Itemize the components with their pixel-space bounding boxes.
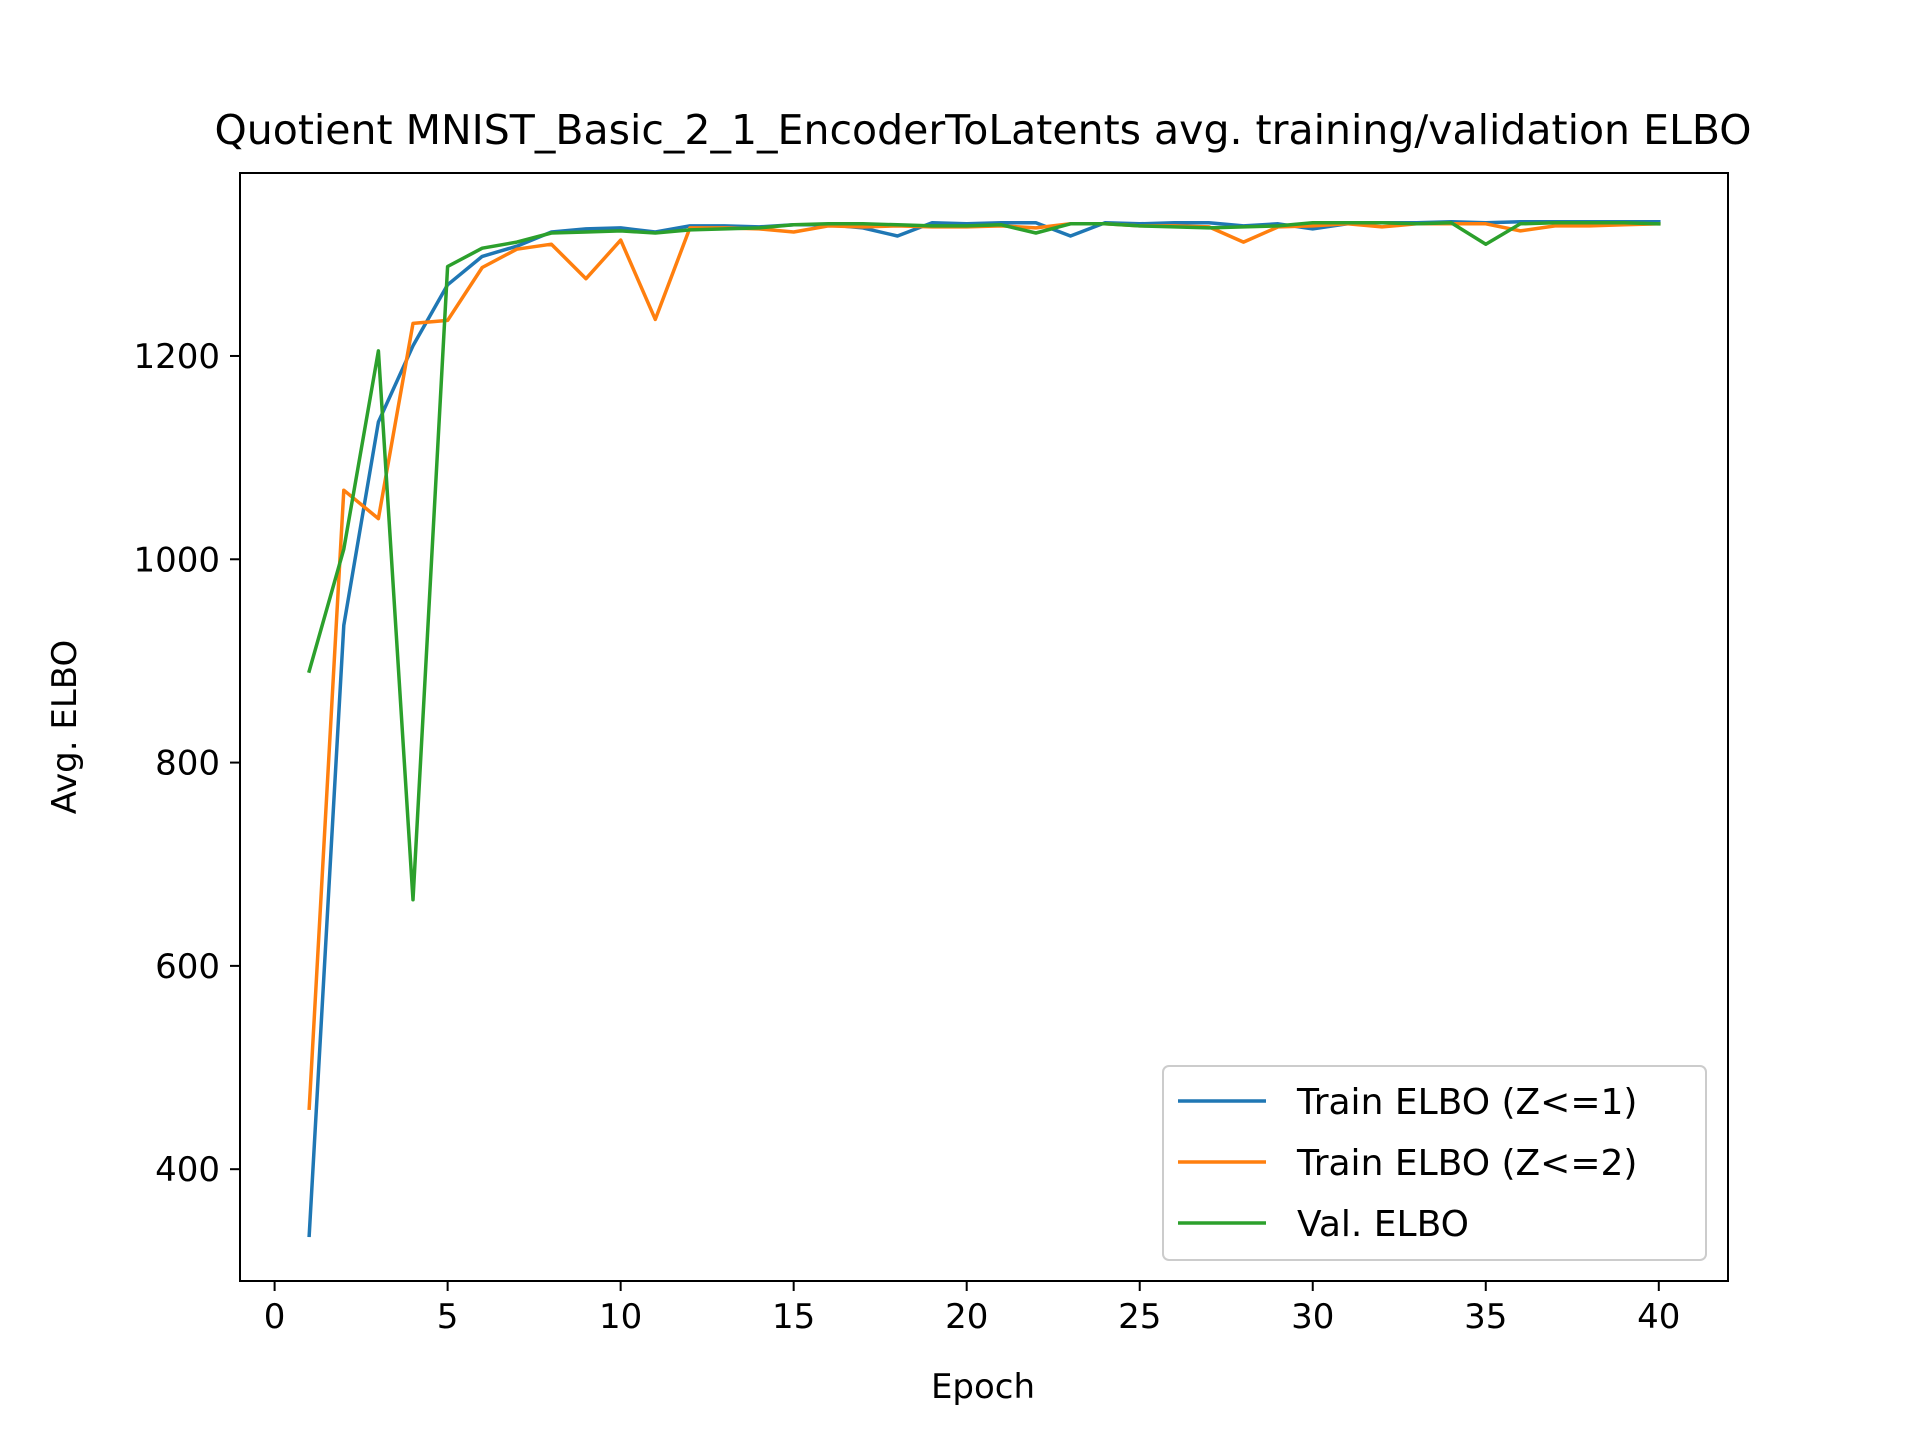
legend-frame: [1162, 1065, 1707, 1261]
legend-label-3: Val. ELBO: [1297, 1204, 1469, 1245]
x-tick-label: 0: [264, 1297, 286, 1337]
legend-items: Train ELBO (Z<=1) Train ELBO (Z<=2) Val. E…: [1178, 1082, 1637, 1245]
y-axis-label: Avg. ELBO: [45, 640, 85, 815]
y-axis-ticks: 400 600 800 1000 1200: [133, 337, 240, 1190]
y-tick-label: 800: [155, 744, 220, 784]
x-tick-label: 15: [772, 1297, 815, 1337]
series-line-3: [307, 221, 1661, 902]
y-tick-label: 600: [155, 947, 220, 987]
series-layer: [307, 220, 1661, 1238]
x-axis-ticks: 0 5 10 15 20 25 30 35 40: [264, 1281, 1680, 1337]
x-tick-label: 10: [599, 1297, 642, 1337]
legend-label-1: Train ELBO (Z<=1): [1296, 1082, 1637, 1123]
legend-label-2: Train ELBO (Z<=2): [1296, 1143, 1637, 1184]
axes-frame: [239, 172, 1729, 1282]
y-tick-label: 1200: [133, 337, 220, 377]
legend: Train ELBO (Z<=1) Train ELBO (Z<=2) Val. E…: [1162, 1065, 1707, 1261]
x-tick-label: 30: [1291, 1297, 1334, 1337]
x-tick-label: 40: [1637, 1297, 1680, 1337]
x-tick-label: 5: [437, 1297, 459, 1337]
chart-title: Quotient MNIST_Basic_2_1_EncoderToLatent…: [215, 106, 1752, 154]
x-tick-label: 20: [945, 1297, 988, 1337]
x-tick-label: 25: [1118, 1297, 1161, 1337]
x-axis-label: Epoch: [931, 1367, 1035, 1407]
y-tick-label: 1000: [133, 540, 220, 580]
y-tick-label: 400: [155, 1150, 220, 1190]
x-tick-label: 35: [1464, 1297, 1507, 1337]
